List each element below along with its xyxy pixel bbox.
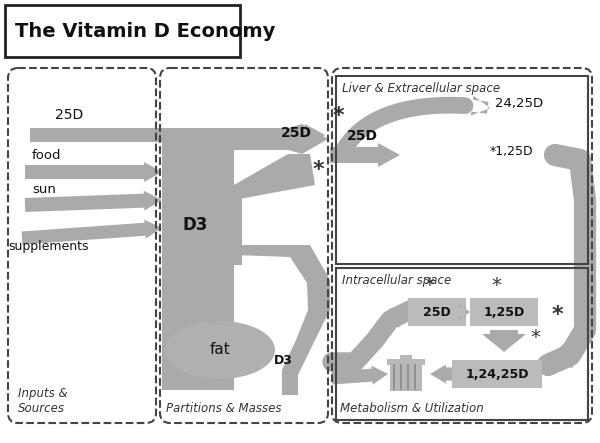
Bar: [452, 360, 542, 388]
Text: *: *: [332, 106, 344, 126]
Text: *: *: [491, 276, 501, 295]
Text: Partitions & Masses: Partitions & Masses: [166, 402, 281, 415]
Text: Intracellular space: Intracellular space: [342, 274, 451, 287]
Bar: [400, 355, 412, 361]
Bar: [5, 5, 240, 57]
Text: Liver & Extracellular space: Liver & Extracellular space: [342, 82, 500, 95]
Bar: [336, 76, 588, 264]
Polygon shape: [471, 96, 490, 116]
Text: 25D: 25D: [281, 126, 312, 140]
Text: *: *: [424, 276, 434, 295]
Ellipse shape: [165, 321, 275, 379]
Text: 25D: 25D: [347, 129, 377, 143]
Polygon shape: [205, 308, 221, 326]
Text: sun: sun: [32, 183, 56, 196]
Bar: [162, 245, 242, 265]
Bar: [162, 150, 234, 390]
Text: supplements: supplements: [8, 240, 89, 253]
Bar: [387, 359, 425, 365]
Text: The Vitamin D Economy: The Vitamin D Economy: [15, 22, 275, 40]
Text: 1,24,25D: 1,24,25D: [465, 368, 529, 381]
Text: *: *: [530, 329, 540, 347]
Polygon shape: [430, 365, 452, 384]
Text: *1,25D: *1,25D: [490, 144, 533, 158]
Text: 25D: 25D: [55, 108, 83, 122]
Polygon shape: [25, 190, 162, 212]
Polygon shape: [482, 330, 526, 352]
Polygon shape: [387, 308, 410, 328]
Polygon shape: [458, 304, 470, 320]
Text: D3: D3: [182, 216, 208, 234]
Polygon shape: [30, 124, 325, 146]
Bar: [408, 298, 466, 326]
Text: 24,25D: 24,25D: [495, 97, 543, 109]
Polygon shape: [548, 344, 574, 368]
Text: food: food: [32, 149, 62, 162]
Polygon shape: [22, 220, 162, 245]
Text: *: *: [552, 305, 563, 325]
Polygon shape: [285, 124, 328, 154]
Polygon shape: [234, 154, 315, 200]
Polygon shape: [330, 143, 400, 167]
Bar: [162, 195, 242, 245]
Bar: [336, 268, 588, 420]
Bar: [162, 128, 302, 150]
Text: *: *: [312, 160, 324, 180]
Text: fat: fat: [209, 342, 230, 358]
Text: 25D: 25D: [423, 306, 451, 319]
Bar: [470, 298, 538, 326]
Text: Inputs &
Sources: Inputs & Sources: [18, 387, 68, 415]
Polygon shape: [205, 290, 221, 308]
Polygon shape: [25, 162, 162, 182]
Text: Metabolism & Utilization: Metabolism & Utilization: [340, 402, 484, 415]
Polygon shape: [332, 365, 388, 385]
Polygon shape: [234, 245, 330, 395]
Text: 1,25D: 1,25D: [484, 306, 524, 319]
Bar: [390, 363, 422, 391]
Text: D3: D3: [274, 354, 293, 366]
